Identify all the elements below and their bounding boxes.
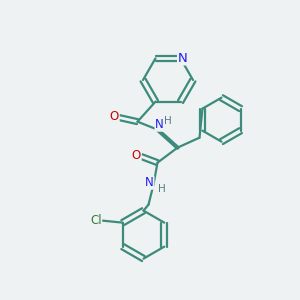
Text: H: H xyxy=(164,116,171,126)
Text: Cl: Cl xyxy=(90,214,101,227)
Text: O: O xyxy=(110,110,119,123)
Text: O: O xyxy=(132,149,141,162)
Text: N: N xyxy=(145,176,154,189)
Text: N: N xyxy=(155,118,164,131)
Text: N: N xyxy=(178,52,188,65)
Text: H: H xyxy=(158,184,165,194)
